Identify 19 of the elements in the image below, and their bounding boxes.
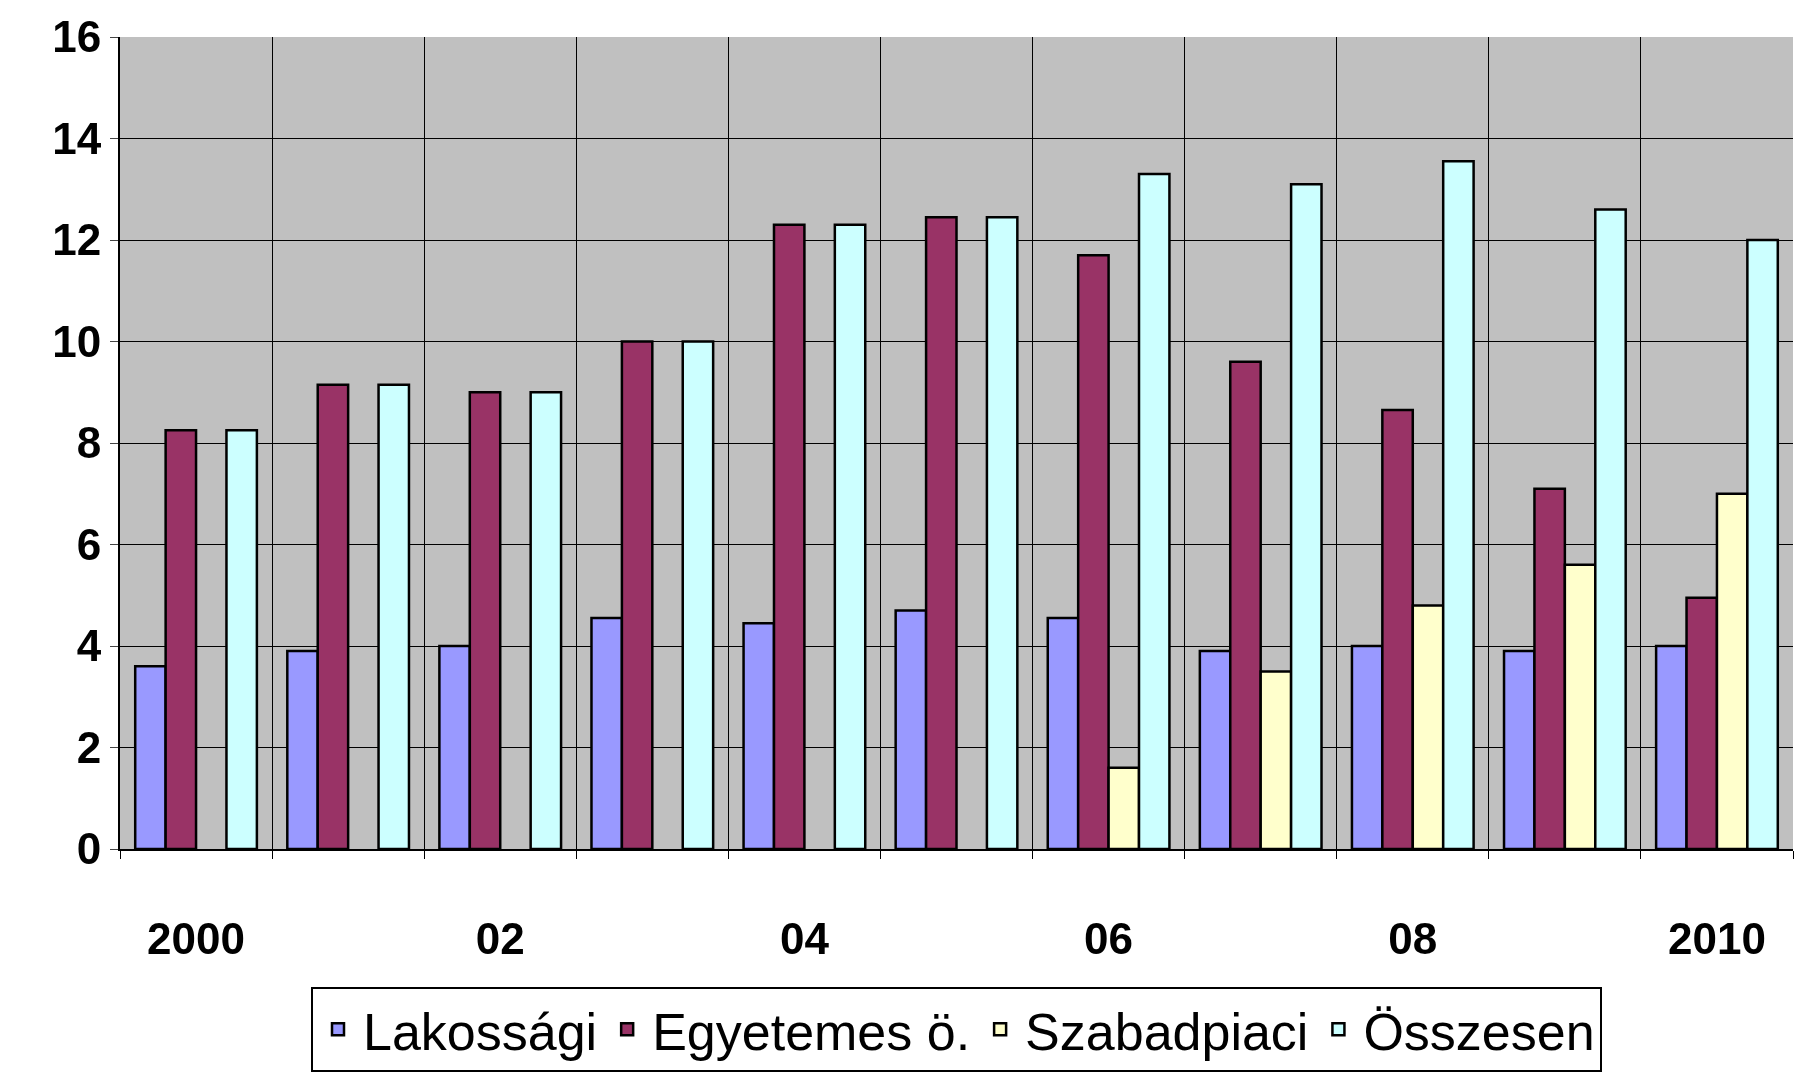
y-tick-label: 16 [52, 12, 102, 62]
legend-label: Lakossági [363, 1002, 598, 1061]
y-tick-label: 0 [76, 824, 102, 874]
y-tick-label: 2 [76, 722, 102, 772]
x-tick-label: 2010 [1668, 913, 1766, 963]
y-tick-label: 4 [76, 621, 102, 671]
y-tick-label: 8 [76, 418, 102, 468]
y-tick-label: 10 [52, 316, 102, 366]
y-tick-label: 14 [52, 113, 102, 163]
legend-label: Egyetemes ö. [652, 1002, 971, 1061]
legend-label: Szabadpiaci [1025, 1002, 1309, 1061]
x-tick-label: 06 [1084, 913, 1134, 963]
x-tick-label: 02 [475, 913, 525, 963]
legend-label: Összesen [1363, 1002, 1595, 1061]
x-tick-label: 04 [779, 913, 830, 963]
x-tick-label: 08 [1388, 913, 1438, 963]
y-tick-label: 12 [52, 215, 102, 265]
x-tick-label: 2000 [147, 913, 245, 963]
y-tick-label: 6 [76, 519, 102, 569]
